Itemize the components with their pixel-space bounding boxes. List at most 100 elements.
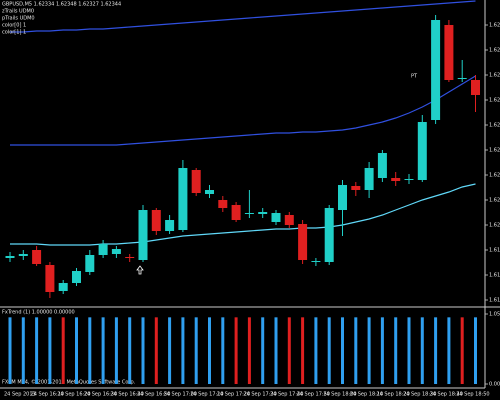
x-tick-label: 24 Sep 17:30: [243, 392, 276, 398]
x-tick-label: 24 Sep 17:00: [164, 392, 197, 398]
y-tick-label: 1.62185: [489, 48, 500, 54]
x-tick-label: 24 Sep 16:10: [31, 392, 64, 398]
y-tick-label: 1.61960: [489, 273, 500, 279]
candle-body: [258, 212, 268, 214]
band-line: [10, 0, 476, 33]
candle-body: [151, 210, 161, 231]
histogram-bar: [154, 317, 158, 384]
histogram-bar: [367, 317, 371, 384]
y-tick-label: 0.00: [489, 382, 500, 388]
histogram-bar: [128, 317, 132, 384]
histogram-bar: [194, 317, 198, 384]
candle-body: [457, 78, 467, 79]
candle-body: [32, 250, 42, 264]
histogram-bar: [434, 317, 438, 384]
y-tick-label: 1.05: [489, 312, 500, 318]
candle-body: [298, 224, 308, 260]
histogram-bar: [394, 317, 398, 384]
info-line: color[1] 1: [2, 30, 26, 36]
info-line: GBPUSD,M5 1.62334 1.62348 1.62327 1.6234…: [2, 2, 121, 8]
footer: FXCM MT4, © 2001-2012 MetaQuotes Softwar…: [2, 379, 136, 386]
histogram-bar: [114, 317, 118, 384]
x-tick-label: 24 Sep 17:40: [270, 392, 303, 398]
candle-body: [311, 261, 321, 262]
histogram-bar: [234, 317, 238, 384]
candle-body: [338, 185, 347, 210]
histogram-bar: [354, 317, 358, 384]
candle-body: [85, 255, 95, 272]
info-line: color[0] 1: [2, 23, 26, 29]
candle-body: [391, 178, 401, 181]
histogram-bar: [420, 317, 424, 384]
histogram-bar: [314, 317, 318, 384]
histogram-bar: [8, 317, 12, 384]
histogram-bar: [101, 317, 105, 384]
x-tick-label: 24 Sep 18:40: [430, 392, 463, 398]
histogram-bar: [208, 317, 211, 384]
histogram-bar: [221, 317, 225, 384]
candle-body: [431, 20, 441, 120]
x-tick-label: 24 Sep 18:30: [403, 392, 436, 398]
candle-body: [417, 122, 427, 180]
histogram-bar: [301, 317, 305, 384]
candle-body: [58, 283, 68, 291]
y-tick-label: 1.62010: [489, 223, 500, 229]
x-tick-label: 24 Sep 18:00: [323, 392, 356, 398]
histogram-bar: [341, 317, 344, 384]
candle-body: [178, 168, 188, 230]
candle-body: [205, 190, 214, 194]
band-line: [10, 75, 476, 146]
candle-body: [72, 271, 81, 283]
candle-body: [5, 256, 15, 258]
x-tick-label: 24 Sep 16:20: [57, 392, 90, 398]
info-line: pTrails UDM0: [2, 16, 35, 22]
histogram-bar: [380, 317, 384, 384]
arrow-marker: [136, 265, 144, 275]
x-tick-label: 24 Sep 16:30: [84, 392, 117, 398]
histogram-bar: [181, 317, 185, 384]
y-tick-label: 1.62160: [489, 73, 500, 79]
candle-body: [324, 208, 334, 262]
candle-body: [377, 153, 387, 178]
candle-body: [284, 215, 294, 225]
annotation: PT: [411, 74, 418, 80]
x-tick-label: 24 Sep 17:10: [190, 392, 223, 398]
band-line: [10, 183, 476, 246]
y-tick-label: 1.61935: [489, 298, 500, 304]
main-plot: [5, 0, 480, 298]
histogram-bar: [460, 317, 464, 384]
histogram-bar: [61, 317, 65, 384]
histogram-bar: [141, 317, 145, 384]
candle-body: [364, 168, 374, 190]
candle-body: [98, 244, 108, 255]
x-tick-label: 24 Sep 18:20: [376, 392, 409, 398]
x-tick-label: 24 Sep 18:10: [350, 392, 383, 398]
x-tick-label: 24 Sep 2013: [4, 392, 36, 398]
y-tick-label: 1.62210: [489, 23, 500, 29]
candle-body: [45, 265, 55, 292]
y-tick-label: 1.62085: [489, 148, 500, 154]
candle-body: [244, 213, 254, 214]
candle-body: [404, 179, 414, 180]
histogram-bar: [474, 317, 477, 384]
candle-body: [111, 249, 121, 254]
y-tick-label: 1.62060: [489, 173, 500, 179]
histogram-bar: [327, 317, 331, 384]
candle-body: [125, 257, 135, 258]
candle-body: [351, 186, 361, 190]
x-tick-label: 24 Sep 16:50: [137, 392, 170, 398]
candle-body: [138, 210, 148, 260]
candle-body: [165, 220, 175, 231]
x-tick-label: 24 Sep 17:20: [217, 392, 250, 398]
histogram-bar: [447, 317, 451, 384]
histogram-bar: [247, 317, 251, 384]
y-tick-label: 1.62035: [489, 198, 500, 204]
x-tick-label: 24 Sep 16:40: [110, 392, 143, 398]
y-tick-label: 1.62135: [489, 98, 500, 104]
y-tick-label: 1.62110: [489, 123, 500, 129]
candle-body: [18, 254, 28, 256]
candle-body: [231, 205, 241, 220]
histogram-bar: [168, 317, 172, 384]
histogram-bar: [88, 317, 92, 384]
